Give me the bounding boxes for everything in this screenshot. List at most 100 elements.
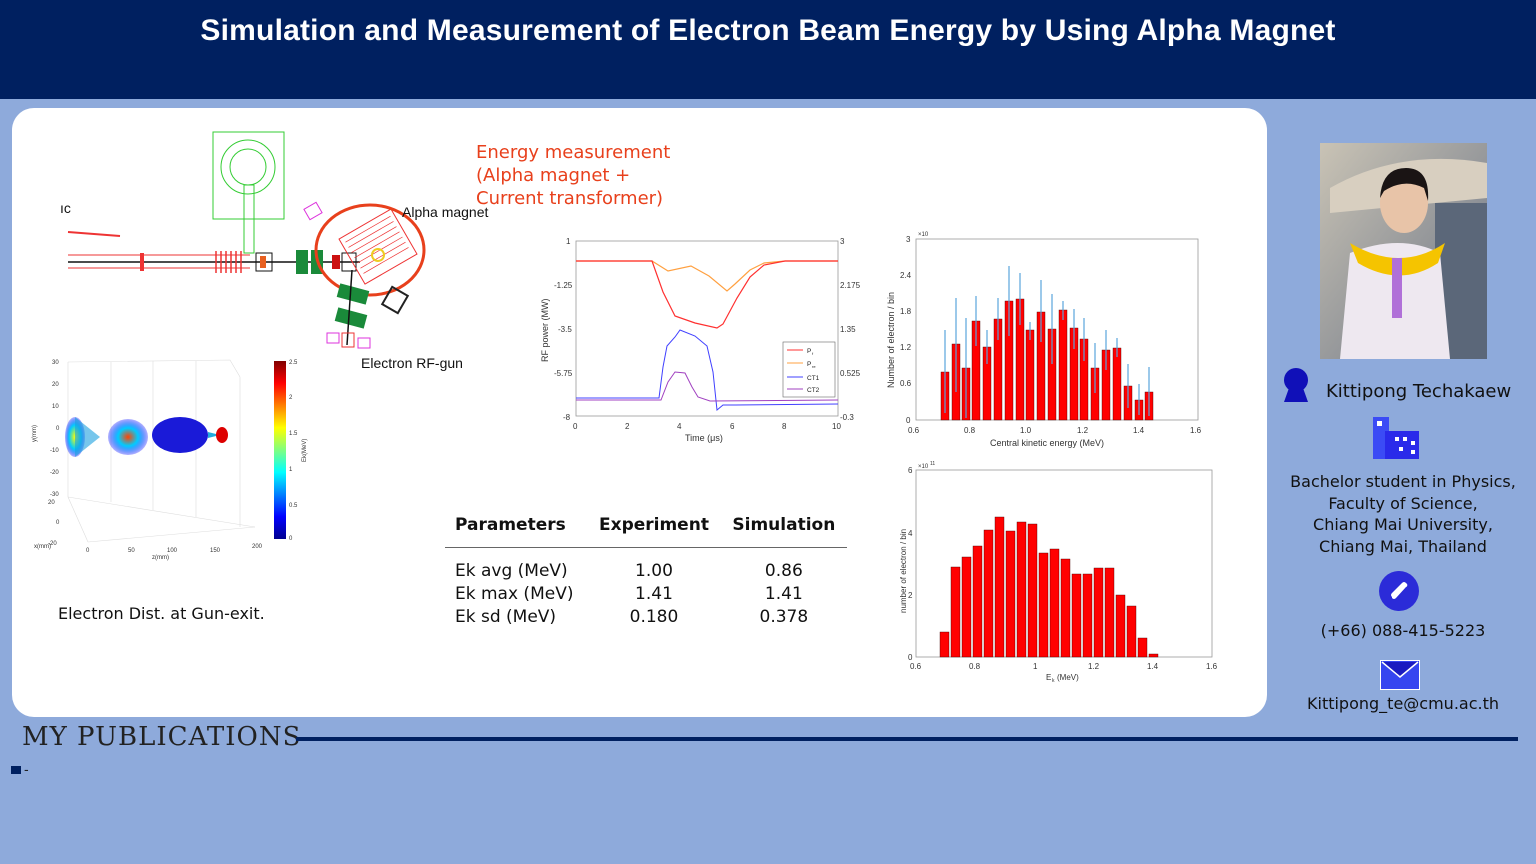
svg-text:8: 8	[782, 422, 787, 431]
energy-measurement-label: Energy measurement (Alpha magnet + Curre…	[476, 142, 671, 209]
svg-text:20: 20	[48, 500, 55, 506]
gun-exit-caption: Electron Dist. at Gun-exit.	[58, 604, 265, 623]
svg-text:1.2: 1.2	[900, 343, 912, 352]
svg-text:1: 1	[1033, 662, 1038, 671]
profile-name: Kittipong Techakaew	[1326, 381, 1512, 402]
bullet-square-icon	[11, 766, 21, 774]
svg-text:2.5: 2.5	[289, 360, 298, 366]
svg-text:1.6: 1.6	[1190, 426, 1202, 435]
svg-text:1.4: 1.4	[1133, 426, 1145, 435]
svg-text:4: 4	[677, 422, 682, 431]
svg-text:10: 10	[832, 422, 841, 431]
svg-text:E: E	[1046, 673, 1051, 682]
svg-text:-20: -20	[50, 470, 59, 476]
svg-text:3: 3	[906, 235, 911, 244]
table-header-row: Parameters Experiment Simulation	[445, 513, 847, 548]
svg-text:20: 20	[52, 382, 59, 388]
profile-photo	[1320, 143, 1487, 359]
svg-text:RF power (MW): RF power (MW)	[540, 299, 550, 363]
beamline-schematic: ıc Alpha magnet Electron RF-gun	[60, 131, 489, 371]
svg-text:-5.75: -5.75	[554, 369, 573, 378]
header-experiment: Experiment	[587, 513, 721, 548]
rf-gun-label: Electron RF-gun	[361, 355, 463, 371]
svg-text:-1.25: -1.25	[554, 281, 573, 290]
svg-text:0: 0	[289, 536, 293, 542]
building-icon	[1373, 417, 1419, 459]
svg-text:CT1: CT1	[807, 375, 820, 382]
person-icon	[1284, 368, 1308, 402]
svg-text:k: k	[1052, 678, 1055, 684]
svg-text:re: re	[812, 364, 816, 369]
svg-text:Central kinetic energy (MeV): Central kinetic energy (MeV)	[990, 438, 1104, 448]
rf-power-chart: 1 -1.25 -3.5 -5.75 -8 3 2.175 1.35 0.525 -0.3 0 2…	[540, 237, 860, 443]
svg-text:Ek(MeV): Ek(MeV)	[302, 439, 308, 462]
svg-text:f: f	[812, 351, 814, 356]
phone-number[interactable]: (+66) 088-415-5223	[1320, 621, 1486, 640]
publication-item: -	[24, 761, 29, 777]
table-row: Ek sd (MeV) 0.180 0.378	[455, 607, 809, 627]
alpha-magnet-highlight	[314, 203, 426, 297]
svg-text:200: 200	[252, 544, 263, 550]
experiment-energy-histogram: 32.41.81.20.60 ×10 0.6 0.8 1.0 1.2 1.4 1.6 Ce…	[886, 232, 1202, 448]
header-parameters: Parameters	[445, 513, 588, 548]
svg-text:2.4: 2.4	[900, 271, 912, 280]
svg-text:3: 3	[840, 237, 845, 246]
svg-text:z(mm): z(mm)	[152, 555, 169, 561]
svg-text:1.5: 1.5	[289, 431, 298, 437]
svg-text:0: 0	[573, 422, 578, 431]
svg-text:x(mm): x(mm)	[34, 544, 51, 550]
svg-text:1: 1	[566, 237, 571, 246]
svg-text:2.175: 2.175	[840, 281, 860, 290]
phone-icon	[1379, 571, 1419, 611]
svg-text:×10: ×10	[918, 232, 929, 238]
svg-text:0.5: 0.5	[289, 503, 298, 509]
svg-text:2: 2	[289, 395, 293, 401]
svg-text:-30: -30	[50, 492, 59, 498]
colorbar	[274, 361, 286, 539]
svg-text:0.8: 0.8	[969, 662, 981, 671]
svg-text:0.525: 0.525	[840, 369, 860, 378]
svg-text:10: 10	[52, 404, 59, 410]
svg-text:4: 4	[908, 529, 913, 538]
email-address[interactable]: Kittipong_te@cmu.ac.th	[1307, 694, 1499, 713]
linac-label-fragment: ıc	[60, 200, 71, 216]
rf-chart-legend	[782, 341, 836, 398]
page-title: Simulation and Measurement of Electron B…	[200, 14, 1336, 47]
profile-name-row: Kittipong Techakaew	[1270, 368, 1536, 414]
svg-text:0: 0	[86, 548, 90, 554]
svg-text:1.2: 1.2	[1088, 662, 1100, 671]
svg-text:0.6: 0.6	[910, 662, 922, 671]
svg-text:100: 100	[167, 548, 178, 554]
svg-text:0: 0	[906, 416, 911, 425]
svg-text:11: 11	[930, 461, 935, 467]
svg-text:1.35: 1.35	[840, 325, 856, 334]
svg-text:2: 2	[908, 591, 913, 600]
parameters-table: Parameters Experiment Simulation Ek avg …	[445, 513, 847, 629]
svg-text:50: 50	[128, 548, 135, 554]
table-row: Ek avg (MeV) 1.00 0.86	[455, 561, 803, 581]
svg-text:0.8: 0.8	[964, 426, 976, 435]
svg-text:6: 6	[730, 422, 735, 431]
table-row: Ek max (MeV) 1.41 1.41	[455, 584, 803, 604]
svg-text:1.4: 1.4	[1147, 662, 1159, 671]
svg-text:30: 30	[52, 360, 59, 366]
svg-text:1.2: 1.2	[1077, 426, 1089, 435]
header-simulation: Simulation	[720, 513, 847, 548]
svg-text:1: 1	[289, 467, 293, 473]
affiliation: Bachelor student in Physics, Faculty of …	[1290, 472, 1516, 556]
svg-text:1.8: 1.8	[900, 307, 912, 316]
publications-heading: MY PUBLICATIONS	[22, 722, 302, 752]
svg-text:Time (μs): Time (μs)	[685, 433, 723, 443]
svg-text:-20: -20	[48, 541, 57, 547]
email-icon	[1380, 660, 1420, 690]
svg-text:150: 150	[210, 548, 221, 554]
svg-text:P: P	[807, 361, 811, 368]
svg-text:-10: -10	[50, 448, 59, 454]
svg-text:0.6: 0.6	[900, 379, 912, 388]
header-banner: Simulation and Measurement of Electron B…	[0, 0, 1536, 99]
svg-text:0: 0	[56, 426, 60, 432]
svg-text:P: P	[807, 348, 811, 355]
alpha-magnet-label: Alpha magnet	[402, 204, 489, 220]
